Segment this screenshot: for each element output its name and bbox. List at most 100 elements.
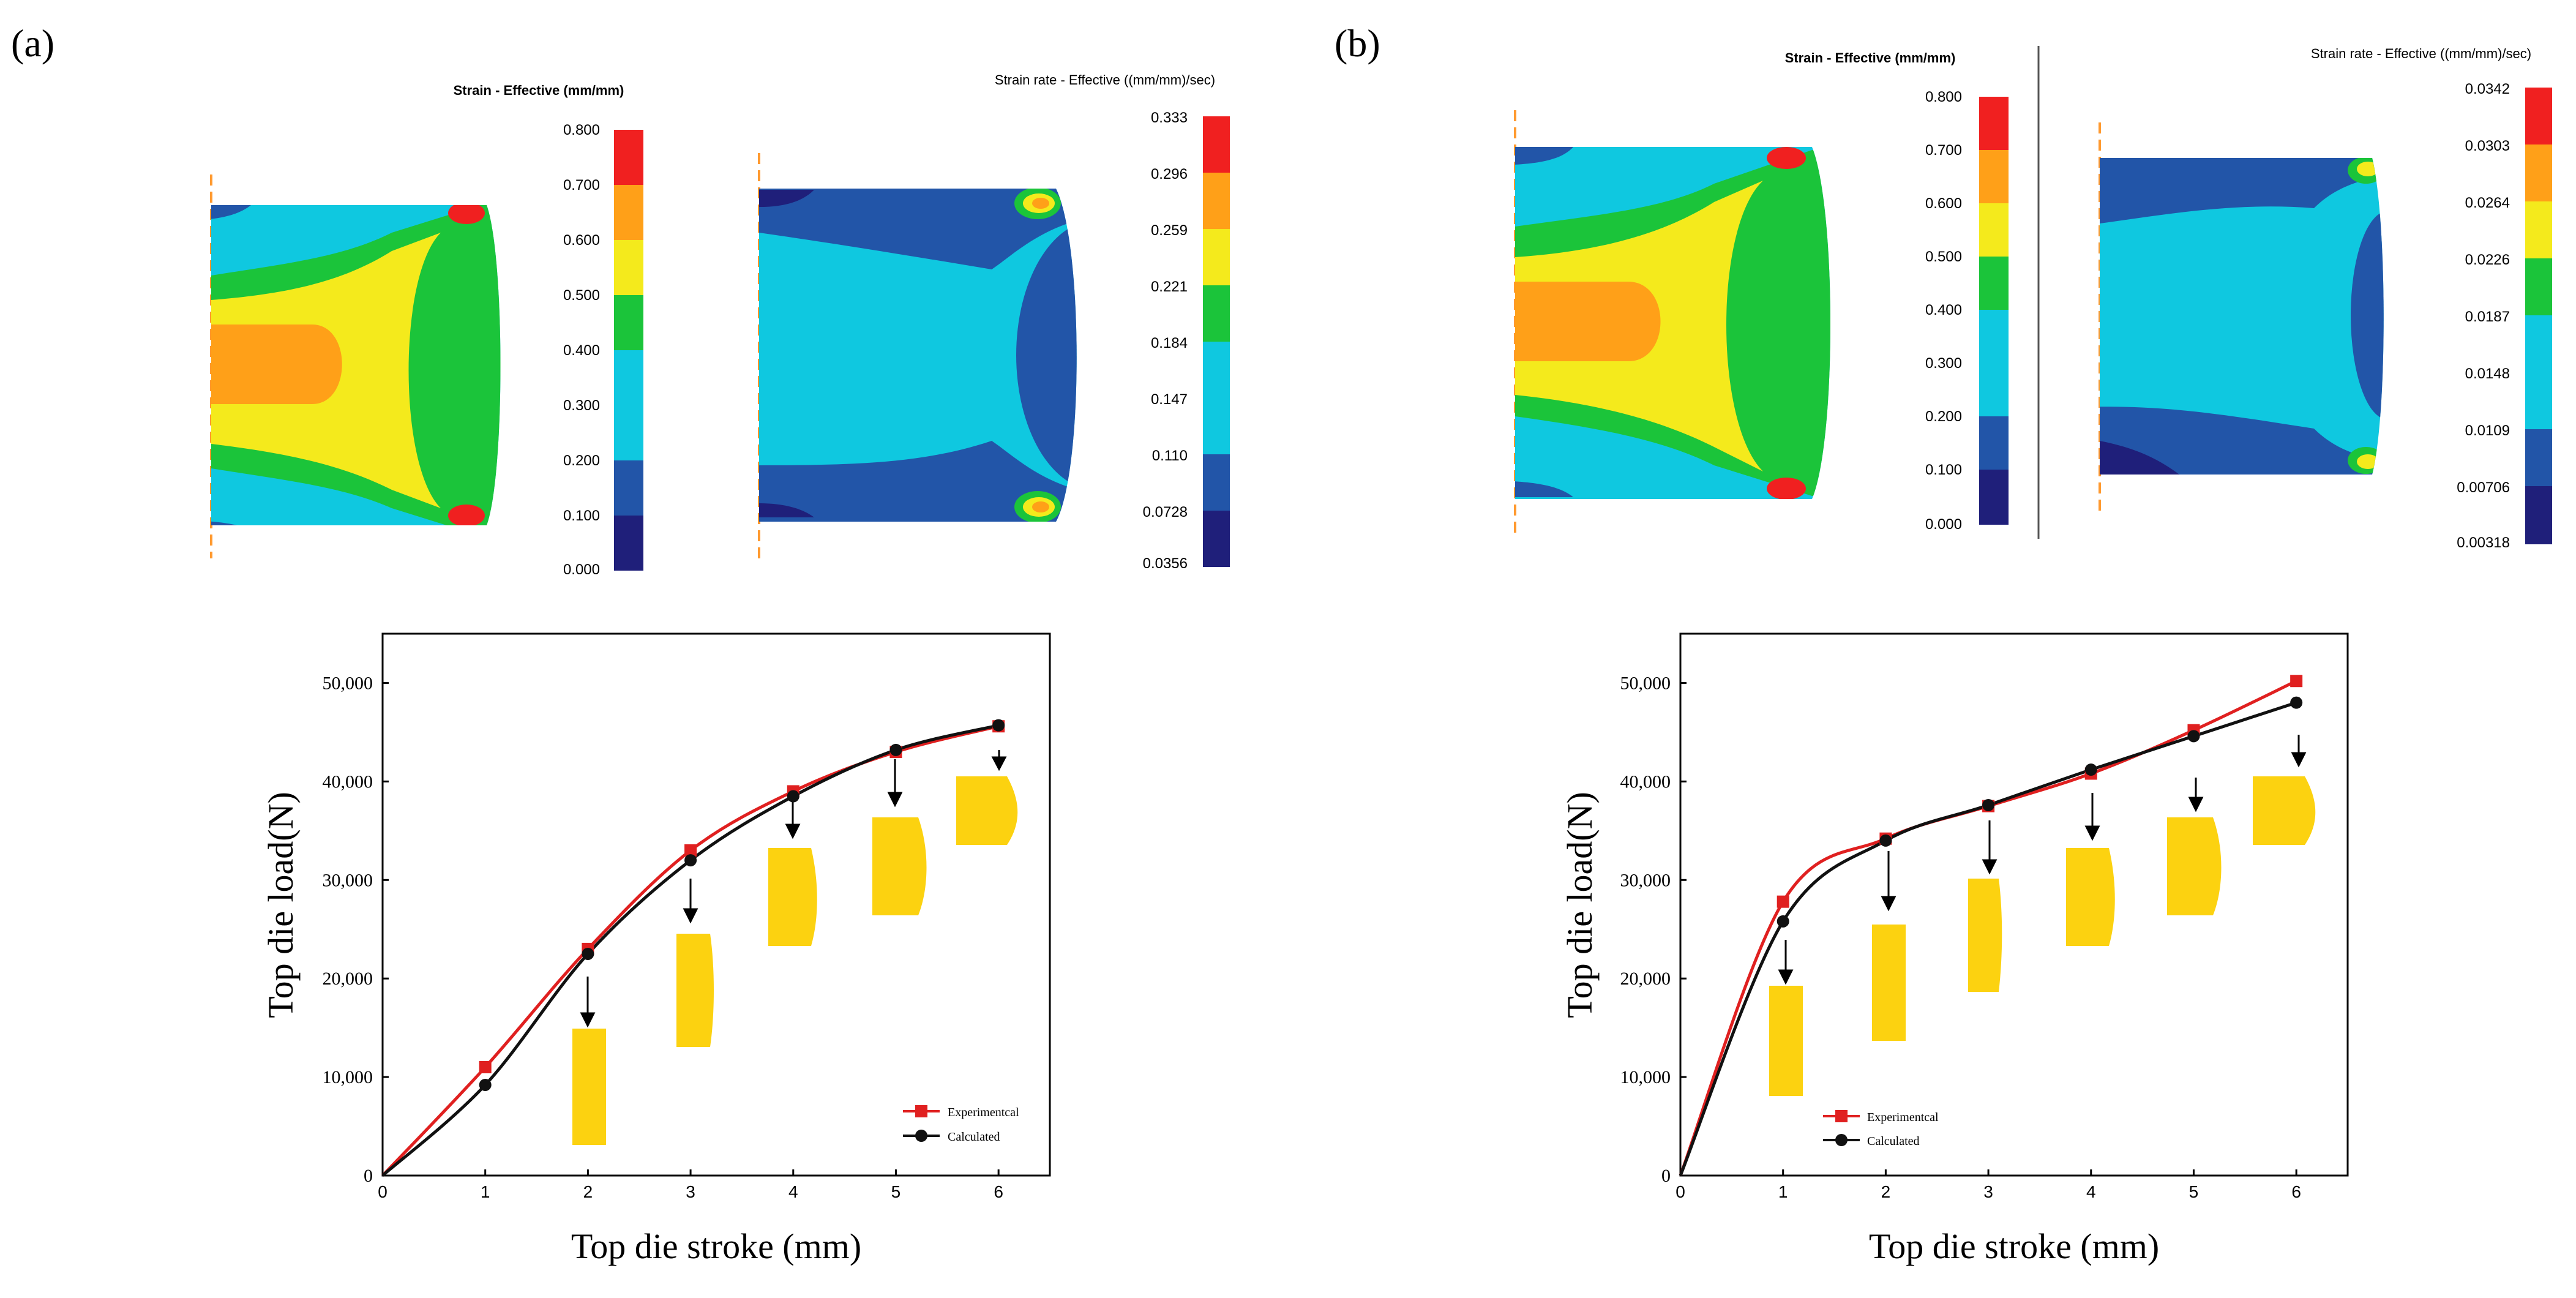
x-tick-label: 4 (788, 1182, 798, 1201)
data-point (1879, 834, 1892, 847)
specimen-shape (768, 848, 817, 946)
data-point (684, 844, 697, 857)
x-tick-label: 1 (481, 1182, 490, 1201)
colorbar-band (614, 130, 643, 185)
legend-label: Calculated (1867, 1135, 1920, 1148)
colorbar-band (1979, 97, 2009, 150)
panel-b: (b) Strain - Effective (mm/mm) (1335, 21, 2552, 1266)
colorbar-band (614, 185, 643, 240)
strain-rate-legend: Strain rate - Effective ((mm/mm)/sec) 0.… (2311, 46, 2552, 551)
y-tick-label: 30,000 (323, 870, 373, 890)
colorbar-band (1203, 173, 1230, 229)
colorbar-band (1979, 203, 2009, 257)
x-tick-label: 1 (1778, 1182, 1788, 1201)
legend-tick: 0.0728 (1143, 504, 1188, 520)
legend-tick: 0.0109 (2465, 422, 2510, 439)
strain-rate-contour-plot (2099, 122, 2384, 514)
x-axis-label: Top die stroke (mm) (571, 1226, 861, 1266)
colorbar-band (2525, 429, 2552, 486)
colorbar-band (614, 405, 643, 460)
legend-tick: 0.0342 (2465, 81, 2510, 97)
colorbar-band (614, 350, 643, 405)
load-stroke-chart: 0 1 2 3 4 5 6 0 10,000 20,000 30,000 40,000 50,000 (261, 632, 1051, 1266)
x-tick-label: 5 (891, 1182, 901, 1201)
legend-title: Strain rate - Effective ((mm/mm)/sec) (995, 72, 1215, 88)
colorbar-band (614, 460, 643, 516)
colorbar-band (1203, 116, 1230, 173)
data-point (1777, 915, 1789, 928)
legend-tick: 0.000 (563, 561, 600, 578)
legend-tick: 0.110 (1152, 448, 1188, 464)
plot-frame (1679, 632, 2349, 1177)
colorbar-band (1203, 398, 1230, 454)
legend-tick: 0.600 (563, 232, 600, 249)
x-tick-label: 6 (2291, 1182, 2301, 1201)
colorbar-band (1979, 470, 2009, 525)
colorbar-band (1203, 229, 1230, 285)
legend-tick: 0.0187 (2465, 309, 2510, 325)
colorbar-band (1979, 363, 2009, 416)
data-point (479, 1078, 492, 1091)
specimen-shape (2066, 848, 2115, 946)
legend-label: Experimentcal (948, 1106, 1019, 1119)
y-tick-label: 50,000 (323, 673, 373, 693)
legend-title: Strain rate - Effective ((mm/mm)/sec) (2311, 46, 2531, 61)
panel-label: (a) (11, 21, 54, 65)
legend-tick: 0.221 (1151, 279, 1188, 295)
data-point (479, 1061, 492, 1073)
colorbar-band (1979, 310, 2009, 363)
strain-legend: Strain - Effective (mm/mm) 0.800 0.700 0… (1785, 50, 2009, 533)
legend-tick: 0.0226 (2465, 252, 2510, 268)
legend-tick: 0.147 (1151, 391, 1188, 408)
colorbar-band (2525, 144, 2552, 201)
colorbar-band (1979, 150, 2009, 203)
legend-tick: 0.0264 (2465, 195, 2510, 211)
x-axis-label: Top die stroke (mm) (1869, 1226, 2159, 1266)
colorbar-band (1203, 454, 1230, 511)
y-axis-label: Top die load(N) (1560, 792, 1600, 1018)
x-tick-label: 3 (686, 1182, 695, 1201)
legend-title: Strain - Effective (mm/mm) (454, 83, 624, 98)
legend-tick: 0.500 (563, 287, 600, 304)
y-tick-label: 50,000 (1620, 673, 1671, 693)
specimen-shape (1769, 986, 1803, 1096)
panel-label: (b) (1335, 21, 1380, 65)
x-tick-label: 2 (1881, 1182, 1891, 1201)
legend-tick: 0.000 (1925, 516, 1962, 533)
strain-rate-legend: Strain rate - Effective ((mm/mm)/sec) 0.… (995, 72, 1230, 572)
x-tick-label: 5 (2189, 1182, 2199, 1201)
y-tick-label: 40,000 (1620, 771, 1671, 792)
legend-tick: 0.300 (563, 397, 600, 414)
colorbar-band (2525, 372, 2552, 429)
colorbar-band (2525, 201, 2552, 258)
panel-a: (a) Strain - Effective (mm/mm) (11, 21, 1230, 1266)
x-tick-label: 6 (994, 1182, 1003, 1201)
data-point (2290, 675, 2303, 688)
colorbar-band (2525, 88, 2552, 144)
plot-frame (381, 632, 1051, 1177)
legend-tick: 0.500 (1925, 249, 1962, 265)
legend-tick: 0.184 (1151, 335, 1188, 351)
y-tick-label: 20,000 (1620, 969, 1671, 989)
specimen-shape (2253, 776, 2316, 845)
legend-tick: 0.700 (1925, 142, 1962, 159)
legend-marker (1835, 1110, 1848, 1122)
colorbar-band (1203, 511, 1230, 567)
colorbar-band (614, 516, 643, 571)
specimen-shape (676, 934, 714, 1047)
colorbar-band (1203, 285, 1230, 342)
legend-tick: 0.400 (563, 342, 600, 359)
colorbar-band (2525, 486, 2552, 544)
data-point (2187, 730, 2200, 743)
legend-title: Strain - Effective (mm/mm) (1785, 50, 1956, 66)
colorbar-band (1979, 416, 2009, 470)
legend-label: Calculated (948, 1130, 1000, 1144)
y-axis-label: Top die load(N) (261, 792, 301, 1018)
x-tick-label: 3 (1983, 1182, 1993, 1201)
legend-tick: 0.400 (1925, 302, 1962, 318)
legend-label: Experimentcal (1867, 1111, 1939, 1124)
data-point (582, 947, 594, 960)
y-tick-label: 40,000 (323, 771, 373, 792)
legend-tick: 0.333 (1151, 110, 1188, 126)
